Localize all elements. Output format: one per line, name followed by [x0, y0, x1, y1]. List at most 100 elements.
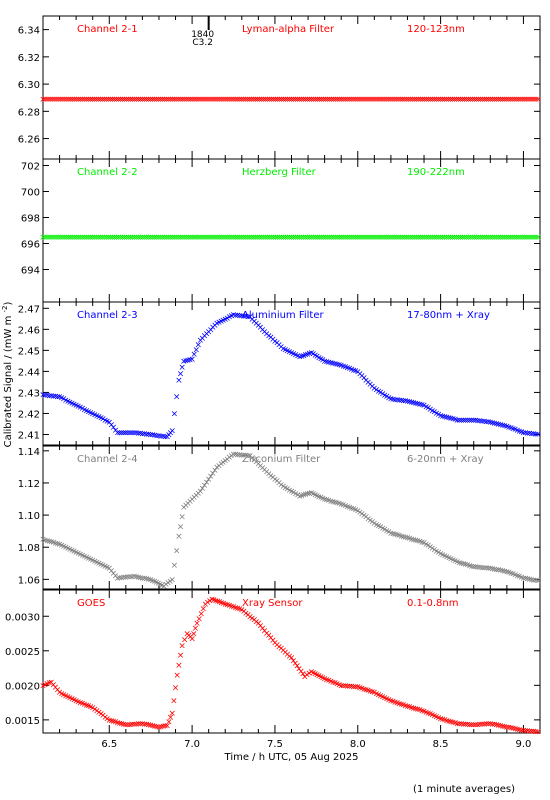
data-point: ×: [151, 722, 159, 732]
y-tick-label: 2.44: [18, 367, 40, 378]
data-point: ×: [52, 683, 60, 693]
data-point: ×: [522, 429, 530, 439]
x-tick-label: 9.0: [515, 739, 531, 750]
data-point: ×: [53, 95, 61, 105]
data-point: ×: [41, 391, 49, 401]
data-point: ×: [507, 724, 515, 734]
data-point: ×: [284, 233, 292, 243]
data-point: ×: [353, 95, 361, 105]
data-point: ×: [45, 537, 53, 547]
filter-label: Lyman-alpha Filter: [242, 24, 335, 35]
data-point: ×: [135, 95, 143, 105]
data-point: ×: [366, 380, 374, 390]
data-point: ×: [385, 233, 393, 243]
data-point: ×: [361, 95, 369, 105]
data-point: ×: [186, 95, 194, 105]
data-point: ×: [362, 513, 370, 523]
data-point: ×: [70, 695, 78, 705]
data-point: ×: [188, 634, 196, 644]
data-point: ×: [439, 233, 447, 243]
data-point: ×: [164, 233, 172, 243]
data-point: ×: [356, 683, 364, 693]
data-point: ×: [108, 716, 116, 726]
panel-4: ××××××××××××××××××××××××××××××××××××××××…: [39, 445, 542, 592]
data-point: ×: [499, 567, 507, 577]
data-point: ×: [354, 683, 362, 693]
data-point: ×: [508, 233, 516, 243]
data-point: ×: [501, 722, 509, 732]
data-point: ×: [139, 429, 147, 439]
data-point: ×: [39, 681, 47, 691]
data-point: ×: [408, 535, 416, 545]
data-point: ×: [489, 418, 497, 428]
data-point: ×: [113, 95, 121, 105]
data-point: ×: [397, 396, 405, 406]
data-point: ×: [180, 233, 188, 243]
data-point: ×: [176, 233, 184, 243]
data-point: ×: [364, 514, 372, 524]
data-point: ×: [357, 233, 365, 243]
data-point: ×: [530, 727, 538, 737]
data-point: ×: [441, 552, 449, 562]
data-point: ×: [197, 609, 205, 619]
data-point: ×: [43, 536, 51, 546]
data-point: ×: [311, 351, 319, 361]
data-point: ×: [79, 551, 87, 561]
data-point: ×: [505, 423, 513, 433]
data-point: ×: [97, 95, 105, 105]
data-point: ×: [250, 95, 258, 105]
data-point: ×: [244, 611, 252, 621]
data-point: ×: [443, 553, 451, 563]
data-point: ×: [346, 503, 354, 513]
data-point: ×: [371, 384, 379, 394]
data-point: ×: [157, 95, 165, 105]
data-point: ×: [151, 233, 159, 243]
data-point: ×: [200, 605, 208, 615]
data-point: ×: [317, 354, 325, 364]
data-point: ×: [294, 95, 302, 105]
data-point: ×: [309, 669, 317, 679]
data-point: ×: [366, 516, 374, 526]
data-point: ×: [168, 709, 176, 719]
data-point: ×: [168, 95, 176, 105]
data-point: ×: [238, 233, 246, 243]
data-point: ×: [267, 471, 275, 481]
data-point: ×: [389, 395, 397, 405]
data-point: ×: [284, 485, 292, 495]
data-point: ×: [528, 575, 536, 585]
data-point: ×: [364, 686, 372, 696]
data-point: ×: [39, 233, 47, 243]
data-point: ×: [464, 561, 472, 571]
data-point: ×: [350, 505, 358, 515]
data-point: ×: [391, 95, 399, 105]
data-point: ×: [236, 605, 244, 615]
data-point: ×: [419, 95, 427, 105]
data-point: ×: [267, 333, 275, 343]
data-point: ×: [77, 550, 85, 560]
data-point: ×: [257, 323, 265, 333]
data-point: ×: [327, 497, 335, 507]
data-point: ×: [385, 393, 393, 403]
y-tick-label: 700: [21, 188, 40, 199]
data-point: ×: [389, 529, 397, 539]
data-point: ×: [145, 430, 153, 440]
data-point: ×: [182, 233, 190, 243]
data-point: ×: [427, 233, 435, 243]
data-point: ×: [494, 233, 502, 243]
data-point: ×: [181, 635, 189, 645]
data-point: ×: [491, 565, 499, 575]
data-point: ×: [410, 398, 418, 408]
data-point: ×: [116, 428, 124, 438]
data-point: ×: [286, 233, 294, 243]
data-point: ×: [296, 233, 304, 243]
data-point: ×: [284, 95, 292, 105]
data-point: ×: [198, 233, 206, 243]
data-point: ×: [265, 631, 273, 641]
data-point: ×: [518, 95, 526, 105]
data-point: ×: [75, 233, 83, 243]
y-tick-label: 6.30: [18, 80, 40, 91]
data-point: ×: [471, 95, 479, 105]
data-point: ×: [495, 721, 503, 731]
data-point: ×: [458, 720, 466, 730]
